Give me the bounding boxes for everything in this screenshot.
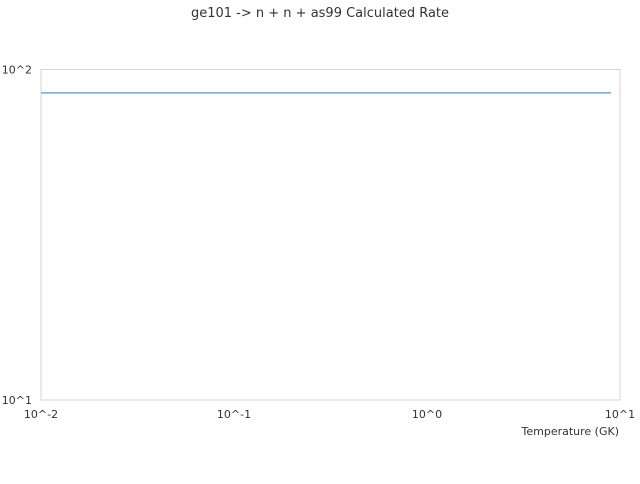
chart-title: ge101 -> n + n + as99 Calculated Rate (191, 6, 449, 21)
x-tick-label: 10^-2 (24, 408, 58, 421)
x-tick-label: 10^0 (412, 408, 442, 421)
y-tick-label: 10^1 (2, 394, 32, 407)
x-tick-label: 10^-1 (217, 408, 251, 421)
y-tick-label: 10^2 (2, 64, 32, 77)
plot-area (40, 69, 621, 401)
x-axis-label: Temperature (GK) (521, 425, 620, 438)
x-tick-label: 10^1 (605, 408, 635, 421)
